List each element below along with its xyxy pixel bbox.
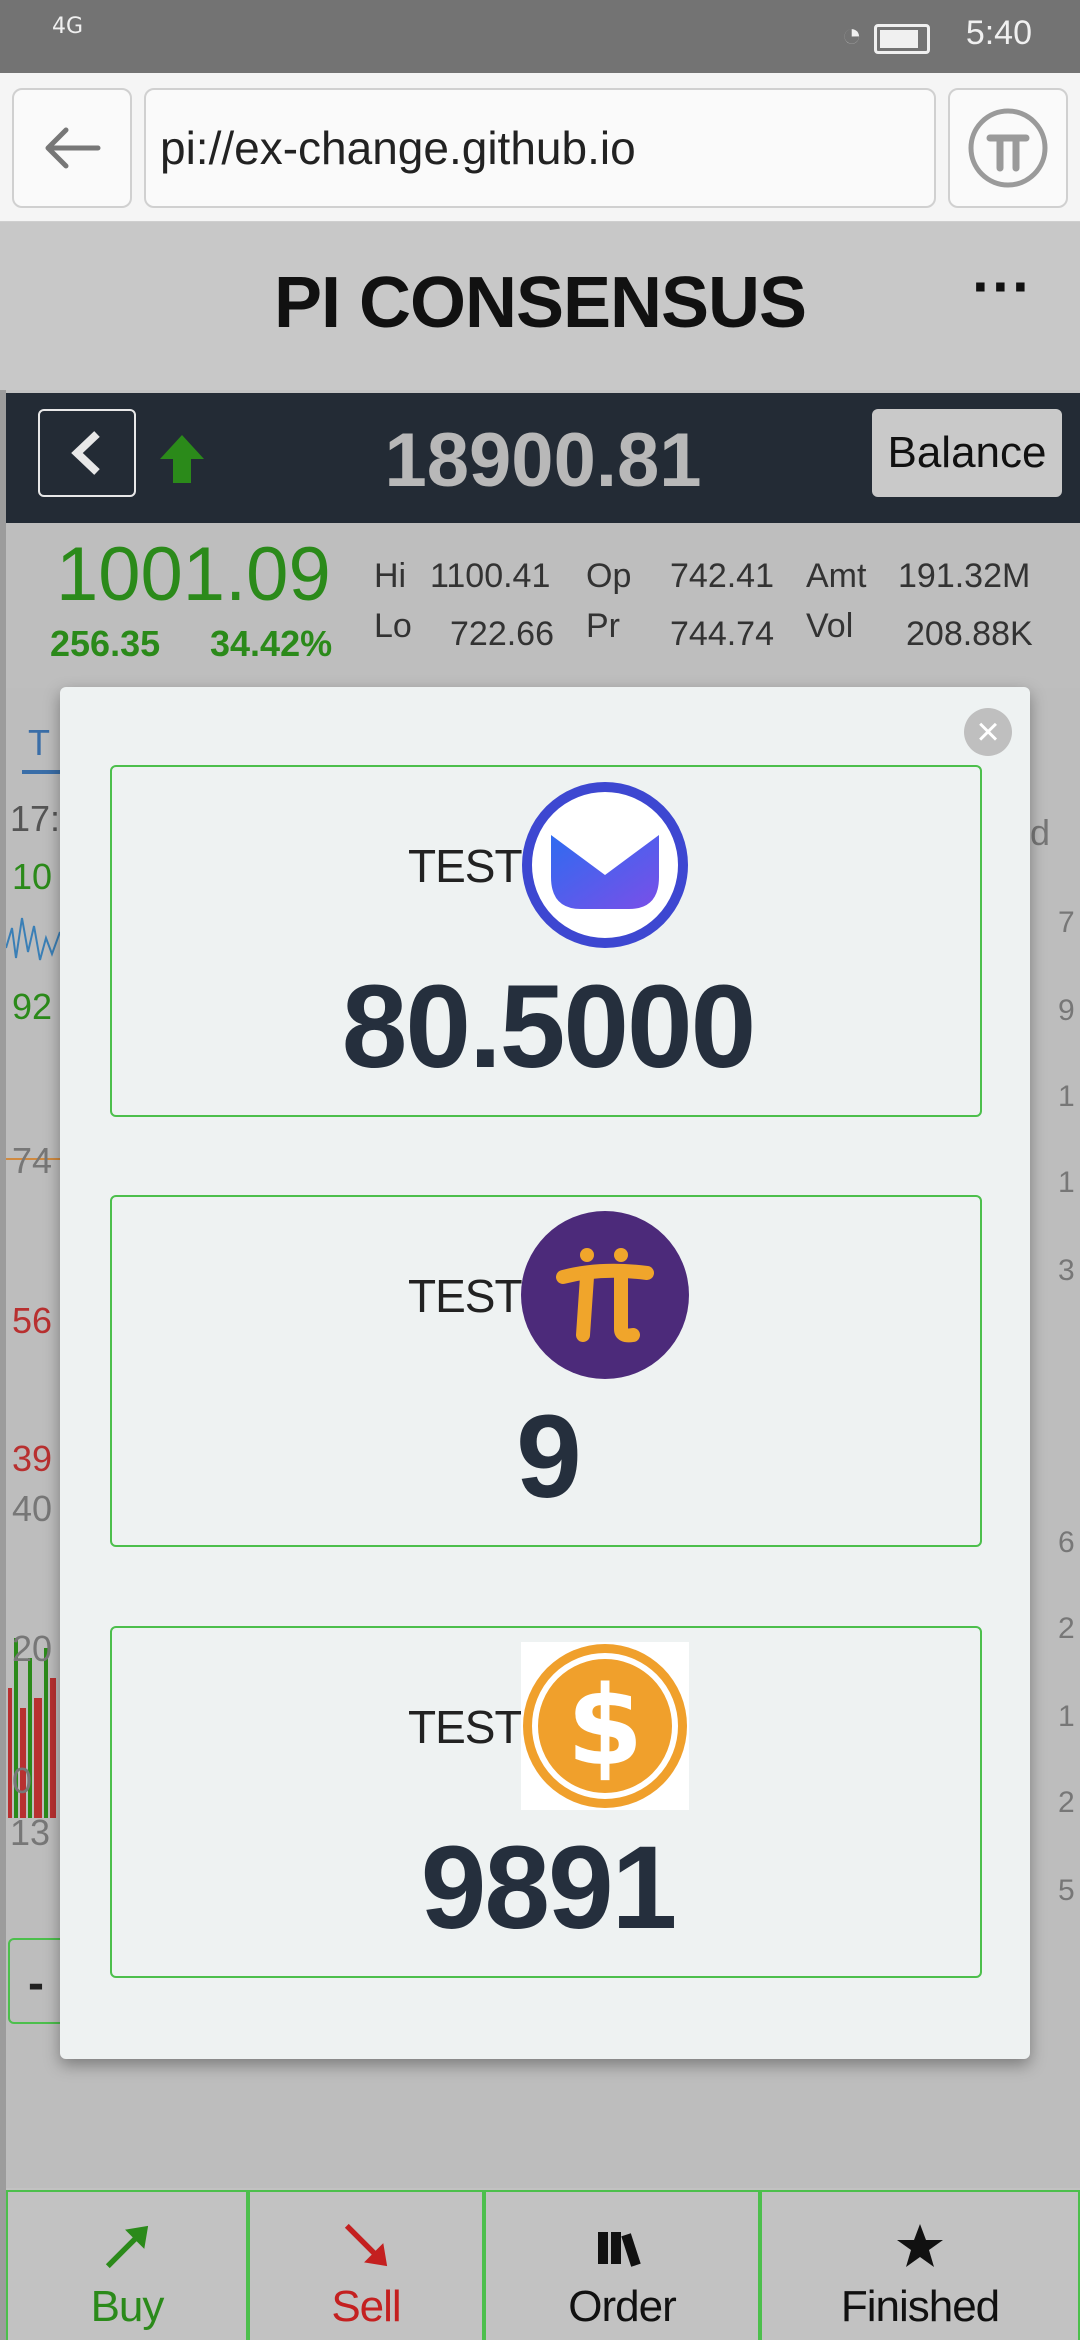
balance-modal: × TEST 80.5000 TEST 9 TEST $ 9891: [60, 687, 1030, 2059]
row-value: 9: [1058, 994, 1075, 1027]
row-value: 2: [1058, 1786, 1075, 1819]
volume-bars-fragment: [8, 1638, 56, 1818]
sell-label: Sell: [331, 2282, 401, 2331]
row-value: 2: [1058, 1612, 1075, 1645]
market-stats: 1001.09 256.35 34.42% Hi 1100.41 Lo 722.…: [6, 523, 1080, 688]
lo-label: Lo: [374, 607, 412, 645]
app-header: PI CONSENSUS ···: [0, 222, 1080, 390]
back-arrow-icon: [45, 127, 101, 169]
row-value: 1: [1058, 1080, 1075, 1113]
op-label: Op: [586, 557, 632, 595]
lo-value: 722.66: [450, 615, 554, 653]
price-change-percent: 34.42%: [210, 623, 333, 664]
axis-value: 40: [12, 1488, 53, 1529]
row-value: 1: [1058, 1166, 1075, 1199]
amt-label: Amt: [806, 557, 867, 595]
balance-card-2: TEST 9: [110, 1195, 982, 1547]
dollar-coin-icon: $: [521, 1642, 689, 1810]
axis-value: 20: [12, 1628, 53, 1669]
row-value: 3: [1058, 1254, 1075, 1287]
axis-value: 74: [12, 1140, 53, 1181]
books-icon: [598, 2232, 641, 2267]
trend-up-icon: [160, 435, 204, 483]
data-saver-icon: ◔: [841, 16, 862, 54]
balance-button[interactable]: Balance: [872, 409, 1062, 497]
svg-text:$: $: [567, 1662, 644, 1790]
axis-value: 92: [12, 986, 53, 1027]
hi-label: Hi: [374, 557, 407, 595]
pr-label: Pr: [586, 607, 620, 645]
minus-button[interactable]: -: [8, 1938, 68, 2024]
star-icon: [897, 2224, 943, 2267]
browser-bar: pi://ex-change.github.io: [0, 73, 1080, 222]
order-label: Order: [568, 2282, 676, 2331]
pr-value: 744.74: [670, 615, 774, 653]
axis-value: 39: [12, 1438, 53, 1479]
buy-label: Buy: [90, 2282, 165, 2331]
card-label: TEST: [408, 840, 523, 892]
card-label: TEST: [408, 1701, 523, 1753]
tab-underline: [22, 770, 62, 774]
time-label: 13: [10, 1812, 51, 1853]
url-field[interactable]: pi://ex-change.github.io: [144, 88, 936, 208]
clock: 5:40: [965, 14, 1032, 52]
left-border: [0, 390, 6, 2340]
browser-back-button[interactable]: [12, 88, 132, 208]
page-title: PI CONSENSUS: [273, 263, 807, 343]
axis-value: 56: [12, 1300, 53, 1341]
vol-label: Vol: [806, 607, 854, 645]
pi-logo-icon: [968, 108, 1048, 188]
close-modal-button[interactable]: ×: [964, 708, 1012, 756]
open-price-line: [6, 1158, 60, 1160]
row-value: 7: [1058, 906, 1075, 939]
pi-browser-button[interactable]: [948, 88, 1068, 208]
column-header: d: [1030, 812, 1051, 853]
row-value: 1: [1058, 1700, 1075, 1733]
balance-card-3: TEST $ 9891: [110, 1626, 982, 1978]
buy-button[interactable]: Buy: [6, 2190, 248, 2340]
amt-value: 191.32M: [898, 557, 1031, 595]
sell-button[interactable]: Sell: [248, 2190, 484, 2340]
card-value: 9891: [420, 1822, 678, 1954]
axis-value: 0: [12, 1760, 33, 1801]
blue-chevron-coin-icon: [522, 782, 688, 948]
ticker-bar: 18900.81 Balance: [6, 393, 1080, 523]
row-value: 5: [1058, 1874, 1075, 1907]
hi-value: 1100.41: [430, 557, 551, 595]
chevron-left-icon: [71, 431, 100, 475]
more-menu-button[interactable]: ···: [972, 253, 1032, 320]
balance-card-1: TEST 80.5000: [110, 765, 982, 1117]
card-value: 9: [516, 1391, 582, 1523]
battery-icon: [874, 24, 930, 54]
network-indicator: 4G: [52, 14, 84, 39]
finished-label: Finished: [840, 2282, 1000, 2331]
time-label: 17:: [10, 798, 61, 839]
price-line-fragment: [6, 917, 60, 961]
vol-value: 208.88K: [906, 615, 1033, 653]
price-change: 256.35: [50, 623, 161, 664]
finished-button[interactable]: Finished: [760, 2190, 1080, 2340]
pi-coin-icon: [521, 1211, 689, 1379]
index-price: 18900.81: [384, 418, 702, 503]
order-button[interactable]: Order: [484, 2190, 760, 2340]
buy-arrow-icon: [105, 2225, 149, 2269]
bottom-nav: Buy Sell Order Finished: [6, 2190, 1080, 2340]
ticker-back-button[interactable]: [38, 409, 136, 497]
last-price: 1001.09: [56, 532, 331, 617]
chart-tab[interactable]: T: [28, 722, 50, 763]
op-value: 742.41: [670, 557, 774, 595]
axis-value: 10: [12, 856, 53, 897]
card-value: 80.5000: [341, 961, 757, 1093]
card-label: TEST: [408, 1270, 523, 1322]
row-value: 6: [1058, 1526, 1075, 1559]
sell-arrow-icon: [344, 2223, 388, 2267]
status-bar: 4G ◔ 5:40: [0, 0, 1080, 73]
